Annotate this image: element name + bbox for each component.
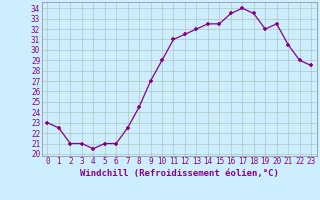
X-axis label: Windchill (Refroidissement éolien,°C): Windchill (Refroidissement éolien,°C) (80, 169, 279, 178)
